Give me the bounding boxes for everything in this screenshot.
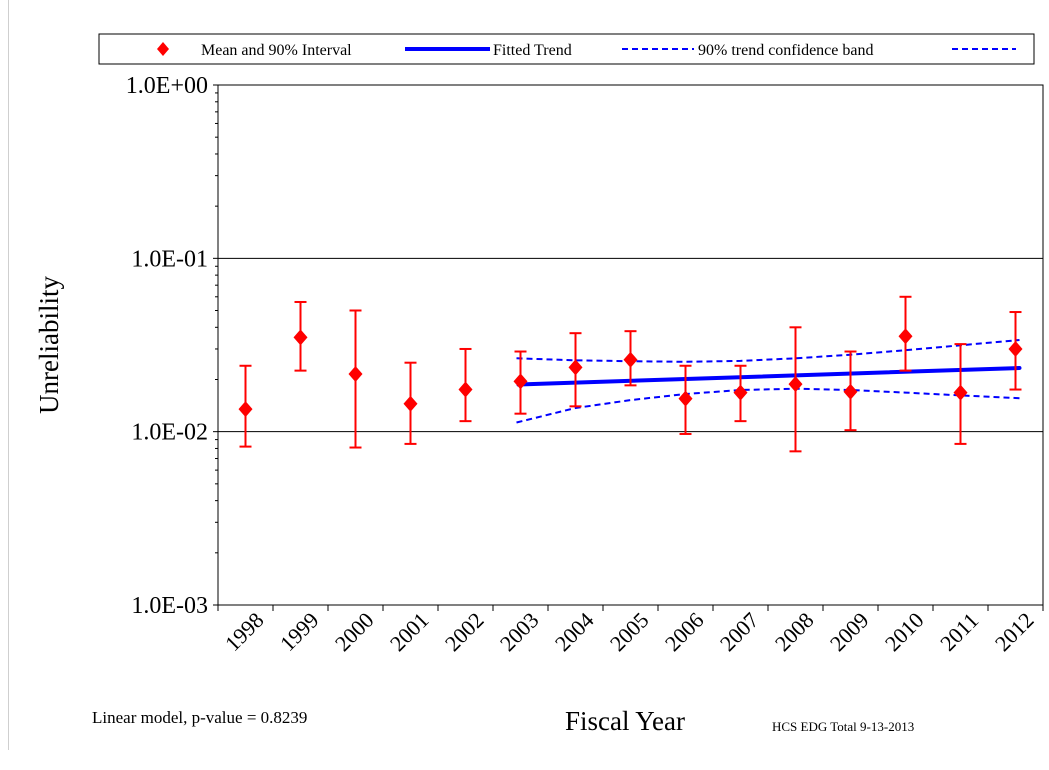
mean-diamond-point xyxy=(403,395,418,412)
mean-interval-points xyxy=(238,295,1023,453)
mean-diamond-point xyxy=(733,384,748,401)
x-tick-label: 2000 xyxy=(330,607,379,656)
legend-box xyxy=(98,33,1035,65)
confidence-band-upper-line xyxy=(516,339,1020,363)
x-axis-title: Fiscal Year xyxy=(565,706,685,736)
y-tick-label: 1.0E+00 xyxy=(126,73,208,99)
mean-diamond-point xyxy=(348,366,363,383)
chart-legend: Mean and 90% Interval Fitted Trend 90% t… xyxy=(98,33,1035,65)
mean-diamond-point xyxy=(568,359,583,376)
x-tick-label: 1998 xyxy=(220,607,269,656)
x-tick-label: 2012 xyxy=(990,607,1039,656)
legend-label-confidence-band: 90% trend confidence band xyxy=(698,42,873,59)
y-tick-label: 1.0E-03 xyxy=(131,593,208,619)
x-tick-label: 2001 xyxy=(385,607,434,656)
x-tick-label: 2007 xyxy=(715,607,764,656)
mean-diamond-point xyxy=(843,383,858,400)
legend-diamond-marker xyxy=(157,42,169,56)
x-tick-label: 2008 xyxy=(770,607,819,656)
x-tick-label: 2005 xyxy=(605,607,654,656)
x-tick-label: 2006 xyxy=(660,607,709,656)
x-axis-ticks: 1998 1999 2000 2001 2002 2003 2004 2005 2006 2007… xyxy=(217,605,1044,656)
x-tick-label: 2011 xyxy=(935,608,983,656)
x-tick-label: 2004 xyxy=(550,607,599,656)
mean-diamond-point xyxy=(898,328,913,345)
mean-diamond-point xyxy=(953,384,968,401)
legend-label-fitted-trend: Fitted Trend xyxy=(493,42,572,59)
fitted-trend xyxy=(516,366,1022,387)
mean-diamond-point xyxy=(513,373,528,390)
fitted-trend-line xyxy=(516,366,1022,387)
confidence-band xyxy=(516,339,1020,424)
mean-diamond-point xyxy=(1008,340,1023,357)
page-left-border xyxy=(8,0,9,750)
plot-area-border xyxy=(217,84,1044,606)
source-note: HCS EDG Total 9-13-2013 xyxy=(772,719,914,734)
model-note: Linear model, p-value = 0.8239 xyxy=(92,708,307,727)
x-tick-label: 2009 xyxy=(825,607,874,656)
confidence-band-lower-line xyxy=(516,387,1020,424)
mean-diamond-point xyxy=(678,390,693,407)
mean-diamond-point xyxy=(293,329,308,346)
mean-diamond-point xyxy=(238,401,253,418)
mean-diamond-point xyxy=(788,376,803,393)
mean-diamond-point xyxy=(458,381,473,398)
mean-diamond-point xyxy=(623,351,638,368)
x-tick-label: 2010 xyxy=(880,607,929,656)
y-axis-title: Unreliability xyxy=(34,276,64,414)
legend-label-mean-interval: Mean and 90% Interval xyxy=(201,42,352,59)
x-tick-label: 2003 xyxy=(495,607,544,656)
x-tick-label: 1999 xyxy=(275,607,324,656)
y-tick-label: 1.0E-01 xyxy=(131,246,208,272)
y-tick-label: 1.0E-02 xyxy=(131,420,208,446)
x-tick-label: 2002 xyxy=(440,607,489,656)
y-axis-ticks: 1.0E-03 1.0E-02 1.0E-01 1.0E+00 xyxy=(126,73,218,619)
